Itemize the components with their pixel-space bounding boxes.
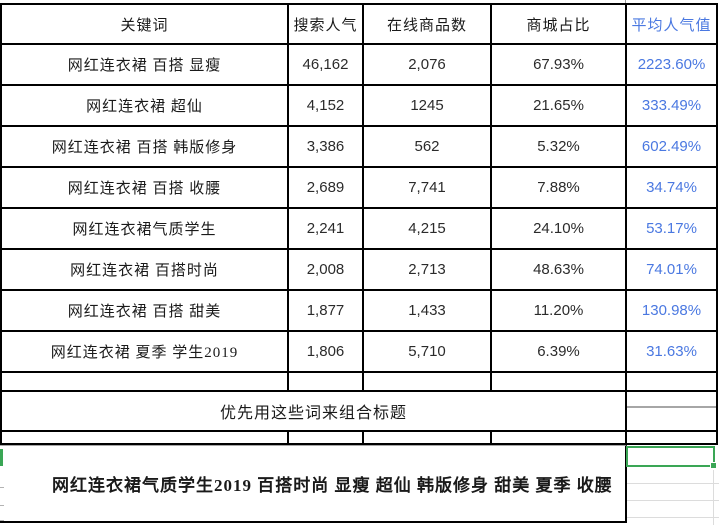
combined-title-cell[interactable]: 网红连衣裙气质学生2019 百搭时尚 显瘦 超仙 韩版修身 甜美 夏季 收腰: [0, 445, 627, 523]
keyword-cell[interactable]: 网红连衣裙气质学生: [0, 207, 289, 250]
selection-left-edge: [0, 449, 3, 466]
gridline: [713, 470, 714, 525]
priority-tip-cell[interactable]: 优先用这些词来组合标题: [0, 390, 627, 432]
header-search-popularity[interactable]: 搜索人气: [287, 3, 364, 45]
search-pop-cell[interactable]: 4,152: [287, 84, 364, 127]
gridline: [627, 483, 719, 484]
avg-pop-cell[interactable]: 74.01%: [625, 248, 718, 291]
keyword-cell[interactable]: 网红连衣裙 百搭 显瘦: [0, 43, 289, 86]
header-mall-ratio[interactable]: 商城占比: [490, 3, 627, 45]
keyword-cell[interactable]: 网红连衣裙 百搭 收腰: [0, 166, 289, 209]
products-cell[interactable]: 562: [362, 125, 492, 168]
search-pop-cell[interactable]: 2,008: [287, 248, 364, 291]
header-keyword[interactable]: 关键词: [0, 3, 289, 45]
mall-ratio-cell[interactable]: 5.32%: [490, 125, 627, 168]
empty-cell[interactable]: [490, 371, 627, 392]
empty-cell[interactable]: [0, 371, 289, 392]
avg-pop-cell[interactable]: 34.74%: [625, 166, 718, 209]
empty-cell[interactable]: [625, 430, 718, 445]
gridline-stub: [0, 520, 4, 521]
gridline: [627, 500, 719, 501]
empty-cell[interactable]: [287, 430, 364, 445]
search-pop-cell[interactable]: 2,241: [287, 207, 364, 250]
header-online-products[interactable]: 在线商品数: [362, 3, 492, 45]
keyword-cell[interactable]: 网红连衣裙 百搭时尚: [0, 248, 289, 291]
spacer-row: [0, 371, 718, 392]
mall-ratio-cell[interactable]: 24.10%: [490, 207, 627, 250]
table-row: 网红连衣裙 百搭 甜美 1,877 1,433 11.20% 130.98%: [0, 289, 718, 332]
empty-cell[interactable]: [362, 430, 492, 445]
avg-pop-cell[interactable]: 130.98%: [625, 289, 718, 332]
search-pop-cell[interactable]: 1,877: [287, 289, 364, 332]
header-row: 关键词 搜索人气 在线商品数 商城占比 平均人气值: [0, 3, 718, 45]
empty-cell[interactable]: [362, 371, 492, 392]
products-cell[interactable]: 1,433: [362, 289, 492, 332]
products-cell[interactable]: 7,741: [362, 166, 492, 209]
notes-table: 优先用这些词来组合标题: [0, 371, 718, 445]
empty-cell[interactable]: [287, 371, 364, 392]
keyword-cell[interactable]: 网红连衣裙 夏季 学生2019: [0, 330, 289, 373]
empty-cell[interactable]: [625, 371, 718, 392]
mall-ratio-cell[interactable]: 21.65%: [490, 84, 627, 127]
empty-cell[interactable]: [0, 430, 289, 445]
avg-pop-cell[interactable]: 31.63%: [625, 330, 718, 373]
products-cell[interactable]: 5,710: [362, 330, 492, 373]
table-row: 网红连衣裙 夏季 学生2019 1,806 5,710 6.39% 31.63%: [0, 330, 718, 373]
avg-pop-cell[interactable]: 602.49%: [625, 125, 718, 168]
search-pop-cell[interactable]: 3,386: [287, 125, 364, 168]
mall-ratio-cell[interactable]: 48.63%: [490, 248, 627, 291]
products-cell[interactable]: 1245: [362, 84, 492, 127]
avg-pop-cell[interactable]: 53.17%: [625, 207, 718, 250]
empty-cell[interactable]: [625, 390, 718, 432]
gridline: [628, 406, 715, 408]
top-gridline-stub: [625, 0, 626, 3]
table-row: 网红连衣裙 百搭时尚 2,008 2,713 48.63% 74.01%: [0, 248, 718, 291]
table-row: 网红连衣裙 超仙 4,152 1245 21.65% 333.49%: [0, 84, 718, 127]
gridline: [627, 517, 719, 518]
search-pop-cell[interactable]: 1,806: [287, 330, 364, 373]
mall-ratio-cell[interactable]: 67.93%: [490, 43, 627, 86]
products-cell[interactable]: 4,215: [362, 207, 492, 250]
table-row: 网红连衣裙 百搭 韩版修身 3,386 562 5.32% 602.49%: [0, 125, 718, 168]
spacer-row: [0, 430, 718, 445]
mall-ratio-cell[interactable]: 7.88%: [490, 166, 627, 209]
table-row: 网红连衣裙气质学生 2,241 4,215 24.10% 53.17%: [0, 207, 718, 250]
products-cell[interactable]: 2,713: [362, 248, 492, 291]
table-row: 网红连衣裙 百搭 收腰 2,689 7,741 7.88% 34.74%: [0, 166, 718, 209]
empty-cell[interactable]: [490, 430, 627, 445]
mall-ratio-cell[interactable]: 11.20%: [490, 289, 627, 332]
search-pop-cell[interactable]: 2,689: [287, 166, 364, 209]
avg-pop-cell[interactable]: 333.49%: [625, 84, 718, 127]
fill-handle[interactable]: [710, 462, 717, 469]
keyword-table: 关键词 搜索人气 在线商品数 商城占比 平均人气值 网红连衣裙 百搭 显瘦 46…: [0, 3, 718, 373]
gridline-stub: [0, 487, 4, 488]
tip-row: 优先用这些词来组合标题: [0, 390, 718, 432]
gridline-stub: [0, 505, 4, 506]
products-cell[interactable]: 2,076: [362, 43, 492, 86]
mall-ratio-cell[interactable]: 6.39%: [490, 330, 627, 373]
search-pop-cell[interactable]: 46,162: [287, 43, 364, 86]
selected-cell[interactable]: [626, 446, 717, 469]
avg-pop-cell[interactable]: 2223.60%: [625, 43, 718, 86]
header-avg-popularity[interactable]: 平均人气值: [625, 3, 718, 45]
keyword-cell[interactable]: 网红连衣裙 超仙: [0, 84, 289, 127]
keyword-cell[interactable]: 网红连衣裙 百搭 韩版修身: [0, 125, 289, 168]
keyword-cell[interactable]: 网红连衣裙 百搭 甜美: [0, 289, 289, 332]
table-row: 网红连衣裙 百搭 显瘦 46,162 2,076 67.93% 2223.60%: [0, 43, 718, 86]
